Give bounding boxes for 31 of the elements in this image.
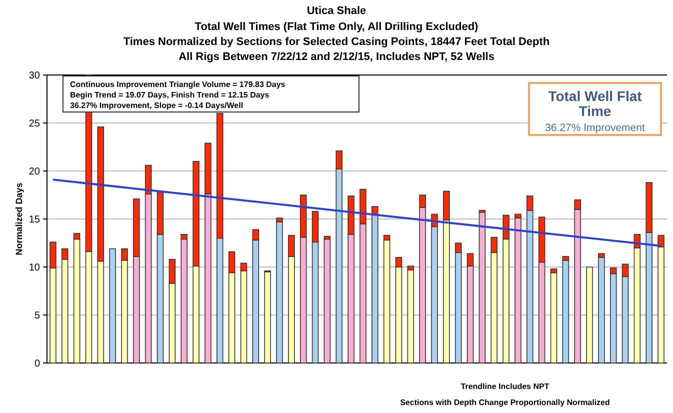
annotation: Begin Trend = 19.07 Days, Finish Trend = 12.15 Days xyxy=(70,90,270,100)
y-tick-label: 5 xyxy=(34,310,40,322)
bar xyxy=(109,248,116,364)
bar xyxy=(372,214,378,364)
bar xyxy=(478,212,486,364)
bar xyxy=(264,271,271,364)
bar xyxy=(514,218,522,364)
y-tick-label: 10 xyxy=(28,262,40,274)
bar xyxy=(586,266,593,364)
bar xyxy=(276,221,283,364)
y-tick-label: 15 xyxy=(28,214,40,226)
annotation: Continuous Improvement Triangle Volume = 179.83 Days xyxy=(70,80,286,89)
y-tick-label: 20 xyxy=(28,166,40,178)
annotation: 36.27% Improvement, Slope = -0.14 Days/Well xyxy=(70,101,244,110)
bar xyxy=(598,257,605,364)
note-box: Continuous Improvement Triangle Volume = 179.83 Days Begin Trend = 19.07 Days, Finish Trend = 12.15 Days 36.27% Improvement, Slope = -0.14 Days/Well xyxy=(62,76,360,112)
y-tick-label: 0 xyxy=(34,358,40,370)
bar xyxy=(324,238,331,364)
text: Trendline Includes NPT xyxy=(460,382,550,391)
y-tick-label: 25 xyxy=(28,118,40,130)
chart-title: Utica Shale xyxy=(306,5,366,17)
text: Sections with Depth Change Proportionally Normalized xyxy=(400,398,610,407)
y-tick-label: 30 xyxy=(28,70,40,82)
bar xyxy=(407,269,414,364)
y-axis-title: Normalized Days xyxy=(14,182,24,256)
headline-box: Total Well Flat Time 36.27% Improvement xyxy=(528,82,662,136)
bar xyxy=(550,272,558,364)
annotation: Total Well Flat Time xyxy=(548,88,642,119)
chart-subtitle: Total Well Times (Flat Time Only, All Drilling Excluded) Times Normalized by Sections for Selected Casing Points, 18447 Feet Total Depth All Rigs Between 7/22/12 and 2/12/15, Includes NPT, 52 Wells xyxy=(123,21,550,63)
annotation: 36.27% Improvement xyxy=(545,122,645,134)
bar xyxy=(562,260,570,364)
